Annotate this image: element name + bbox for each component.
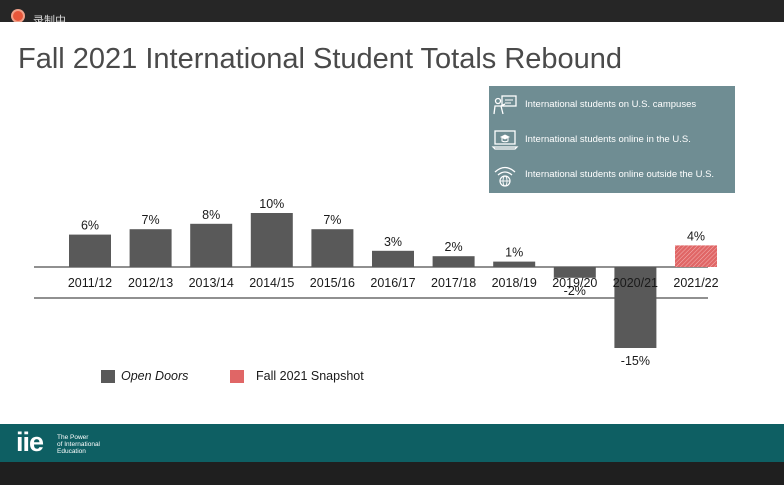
info-legend-row-campus: International students on U.S. campuses [489, 90, 735, 120]
data-label: 2% [445, 240, 463, 254]
bar-2013-14 [190, 223, 233, 267]
laptop-graduation-icon [491, 130, 519, 150]
legend-key-fall-snapshot [230, 370, 244, 383]
bar-2015-16 [311, 229, 354, 267]
data-label: 7% [323, 213, 341, 227]
data-label: 10% [259, 197, 284, 211]
footer: iie The Power of International Education [0, 424, 784, 462]
iie-logo: iie [16, 427, 44, 457]
category-label: 2015/16 [310, 276, 355, 290]
data-label: 1% [505, 246, 523, 260]
data-label: -15% [621, 354, 650, 368]
info-legend-text: International students on U.S. campuses [525, 99, 697, 110]
tagline-line: Education [57, 448, 86, 455]
data-label: 6% [81, 219, 99, 233]
recording-bar: 录制中 [0, 0, 784, 27]
legend-label-fall-snapshot: Fall 2021 Snapshot [256, 369, 364, 383]
bar-2019-20 [553, 267, 596, 278]
bar-2020-21 [614, 267, 657, 348]
bar-2011-12 [69, 234, 111, 267]
data-label: 4% [687, 229, 705, 243]
bar-2014-15 [250, 213, 293, 267]
info-legend: International students on U.S. campuses … [489, 86, 735, 193]
recording-icon [13, 11, 23, 21]
logo-tagline: The Power of International Education [57, 434, 100, 455]
data-label: 7% [142, 213, 160, 227]
category-label: 2017/18 [431, 276, 476, 290]
bar-2018-19 [493, 261, 536, 267]
data-label: 8% [202, 208, 220, 222]
category-label: 2016/17 [370, 276, 415, 290]
info-legend-row-online-us: International students online in the U.S… [489, 125, 735, 155]
info-legend-text: International students online outside th… [525, 169, 715, 180]
bar-2012-13 [129, 229, 172, 267]
slide-title: Fall 2021 International Student Totals R… [18, 43, 623, 75]
category-label: 2019/20 [552, 276, 597, 290]
classroom-icon [493, 95, 517, 115]
category-label: 2012/13 [128, 276, 173, 290]
globe-wifi-icon [494, 166, 516, 187]
category-label: 2011/12 [68, 276, 112, 290]
legend-key-open-doors [101, 370, 115, 383]
slide: Fall 2021 International Student Totals R… [0, 22, 784, 424]
bottom-bar [0, 462, 784, 485]
info-legend-row-online-abroad: International students online outside th… [489, 160, 735, 190]
data-label: -2% [564, 284, 586, 298]
category-label: 2020/21 [613, 276, 658, 290]
tagline-line: The Power [57, 434, 89, 441]
category-label: 2021/22 [673, 276, 718, 290]
category-label: 2014/15 [249, 276, 294, 290]
bar-2016-17 [372, 250, 414, 267]
bar-2017-18 [432, 256, 475, 267]
category-label: 2018/19 [492, 276, 537, 290]
tagline-line: of International [57, 441, 101, 448]
legend-label-open-doors: Open Doors [121, 369, 189, 383]
category-label: 2013/14 [189, 276, 234, 290]
info-legend-text: International students online in the U.S… [525, 134, 691, 145]
bar-chart: 6% 7% 8% 10% 7% 3% 2% 1% -2% -15% 4% 2011/12 2012/1… [34, 197, 719, 368]
data-label: 3% [384, 235, 402, 249]
bar-2021-22 [675, 245, 717, 267]
